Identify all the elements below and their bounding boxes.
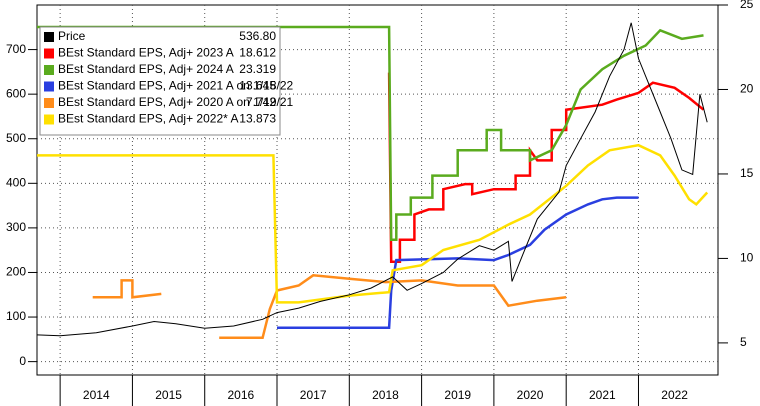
- legend-swatch: [44, 114, 54, 125]
- y2-tick-label: 20: [740, 82, 754, 96]
- x-tick-label: 2018: [372, 388, 399, 402]
- series-line: [92, 274, 567, 340]
- y2-tick-label: 10: [740, 251, 754, 265]
- axes: 0 100 200 300 400 500 600 700 5 10 15 20 25 2014 2015 2…: [6, 0, 754, 406]
- legend-label: BEst Standard EPS, Adj+ 2023 A: [58, 46, 234, 60]
- legend-value: 18.612: [239, 46, 276, 60]
- legend-label: BEst Standard EPS, Adj+ 2020 A on 1/19/2…: [58, 95, 294, 109]
- x-tick-label: 2015: [155, 388, 182, 402]
- y-tick-label: 0: [19, 354, 26, 368]
- legend-box: [39, 26, 281, 136]
- y-tick-label: 500: [6, 131, 26, 145]
- y2-tick-label: 5: [740, 335, 747, 349]
- legend-swatch: [44, 65, 54, 75]
- x-tick-label: 2014: [83, 388, 110, 402]
- legend-value: 536.80: [239, 29, 276, 43]
- legend-value: 23.319: [239, 62, 276, 76]
- series-line: [387, 72, 705, 264]
- y2-tick-label: 15: [740, 166, 754, 180]
- legend: Price 536.80 BEst Standard EPS, Adj+ 2023 …: [39, 26, 294, 136]
- y-tick-label: 100: [6, 309, 26, 323]
- legend-value: 7.742: [246, 95, 276, 109]
- legend-label: BEst Standard EPS, Adj+ 2022* A: [58, 112, 238, 126]
- legend-label: BEst Standard EPS, Adj+ 2021 A on 1/18/2…: [58, 79, 294, 93]
- series-line: [36, 22, 708, 337]
- legend-swatch: [44, 32, 54, 42]
- x-tick-label: 2022: [661, 388, 688, 402]
- series-line: [277, 196, 639, 329]
- y-tick-label: 600: [6, 86, 26, 100]
- y-tick-label: 400: [6, 175, 26, 189]
- series-line: [37, 25, 704, 242]
- x-tick-label: 2017: [300, 388, 327, 402]
- legend-label: Price: [58, 29, 86, 43]
- x-tick-label: 2019: [444, 388, 471, 402]
- legend-value: 13.873: [239, 112, 276, 126]
- y-tick-label: 300: [6, 220, 26, 234]
- series-line: [37, 143, 709, 304]
- x-tick-label: 2020: [517, 388, 544, 402]
- lines: [36, 22, 709, 340]
- x-tick-label: 2016: [228, 388, 255, 402]
- x-tick-label: 2021: [589, 388, 616, 402]
- legend-swatch: [44, 48, 54, 59]
- y2-tick-label: 25: [740, 0, 754, 11]
- legend-swatch: [44, 81, 54, 92]
- legend-value: 13.645: [239, 79, 276, 93]
- y-tick-label: 700: [6, 42, 26, 56]
- legend-swatch: [44, 98, 54, 108]
- legend-label: BEst Standard EPS, Adj+ 2024 A: [58, 62, 234, 76]
- y-tick-label: 200: [6, 265, 26, 279]
